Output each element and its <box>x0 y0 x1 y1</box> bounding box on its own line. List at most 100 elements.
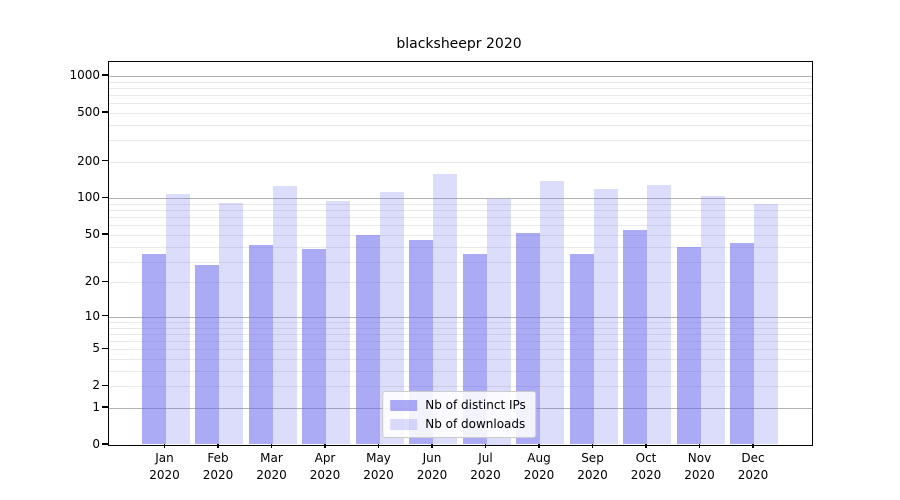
minor-gridline <box>108 87 812 89</box>
bar-ips-Mar <box>248 245 273 445</box>
y-tick-label: 100 <box>77 190 100 205</box>
x-tick-mark <box>591 443 594 449</box>
legend-label-distinct-ips: Nb of distinct IPs <box>425 398 526 412</box>
minor-gridline <box>108 386 812 388</box>
bar-downloads-Dec <box>754 204 778 445</box>
legend-label-downloads: Nb of downloads <box>425 417 526 431</box>
y-tick-label: 50 <box>84 226 100 241</box>
minor-gridline <box>108 246 812 248</box>
y-tick-mark <box>101 384 108 386</box>
y-tick-label: 200 <box>77 153 100 168</box>
y-tick-label: 1 <box>92 399 100 414</box>
bar-ips-Nov <box>676 246 701 445</box>
x-tick-mark <box>698 443 701 449</box>
x-tick-label: Mar 2020 <box>256 451 287 482</box>
x-tick-mark <box>270 443 273 449</box>
x-tick-label: Apr 2020 <box>309 451 341 482</box>
minor-gridline <box>108 112 812 114</box>
y-tick-label: 5 <box>92 341 100 356</box>
minor-gridline <box>108 234 812 236</box>
y-tick-mark <box>101 111 108 113</box>
y-tick-label: 1000 <box>69 67 100 82</box>
minor-gridline <box>108 349 812 351</box>
major-gridline <box>108 316 812 318</box>
x-tick-label: Feb 2020 <box>202 451 234 482</box>
bar-downloads-Apr <box>326 201 350 445</box>
x-tick-label: Nov 2020 <box>684 451 715 482</box>
x-tick-label: Jul 2020 <box>470 451 501 482</box>
bar-downloads-Sep <box>593 188 618 445</box>
major-gridline <box>108 75 812 77</box>
y-tick-mark <box>101 347 108 349</box>
bar-ips-Feb <box>195 265 219 445</box>
minor-gridline <box>108 282 812 284</box>
x-tick-label: Sep 2020 <box>577 451 608 482</box>
x-tick-mark <box>324 443 326 449</box>
minor-gridline <box>108 217 812 219</box>
bar-ips-Sep <box>569 253 594 445</box>
x-tick-label: Oct 2020 <box>630 451 662 482</box>
x-tick-mark <box>538 443 540 449</box>
minor-gridline <box>108 327 812 329</box>
bar-downloads-Jan <box>165 194 190 445</box>
bar-downloads-Mar <box>272 185 297 445</box>
y-tick-label: 2 <box>92 378 100 393</box>
y-tick-mark <box>101 233 108 235</box>
y-tick-mark <box>101 280 108 282</box>
y-tick-label: 500 <box>77 104 100 119</box>
x-tick-label: Aug 2020 <box>523 451 555 482</box>
minor-gridline <box>108 204 812 206</box>
x-tick-mark <box>752 443 754 449</box>
minor-gridline <box>108 333 812 335</box>
y-tick-mark <box>101 443 108 445</box>
y-tick-mark <box>101 315 108 317</box>
x-tick-mark <box>645 443 647 449</box>
x-tick-mark <box>163 443 166 449</box>
y-tick-mark <box>101 74 108 76</box>
x-tick-label: Dec 2020 <box>737 451 769 482</box>
bar-downloads-Feb <box>219 203 243 445</box>
legend: Nb of distinct IPs Nb of downloads <box>382 391 536 438</box>
bar-downloads-Oct <box>647 184 671 445</box>
minor-gridline <box>108 124 812 126</box>
minor-gridline <box>108 225 812 227</box>
y-tick-mark <box>101 406 108 408</box>
x-tick-mark <box>217 443 219 449</box>
plot-area <box>107 60 813 446</box>
x-tick-mark <box>484 443 487 449</box>
minor-gridline <box>108 210 812 212</box>
bar-ips-Apr <box>302 249 326 445</box>
y-tick-label: 10 <box>84 308 100 323</box>
minor-gridline <box>108 103 812 105</box>
minor-gridline <box>108 261 812 263</box>
minor-gridline <box>108 161 812 163</box>
bar-ips-May <box>355 234 380 445</box>
x-tick-mark <box>377 443 380 449</box>
minor-gridline <box>108 140 812 142</box>
major-gridline <box>108 198 812 200</box>
minor-gridline <box>108 322 812 323</box>
minor-gridline <box>108 359 812 361</box>
legend-item-distinct-ips: Nb of distinct IPs <box>390 398 526 412</box>
y-tick-label: 20 <box>84 274 100 289</box>
bar-ips-Dec <box>730 242 754 445</box>
bar-ips-Oct <box>623 229 647 445</box>
minor-gridline <box>108 94 812 96</box>
bar-downloads-Nov <box>700 195 725 445</box>
minor-gridline <box>108 341 812 343</box>
legend-item-downloads: Nb of downloads <box>390 417 526 431</box>
legend-swatch-downloads <box>390 418 418 430</box>
bar-ips-Jan <box>141 253 166 445</box>
minor-gridline <box>108 370 812 372</box>
x-tick-label: Jun 2020 <box>416 451 448 482</box>
bar-downloads-Aug <box>540 180 564 445</box>
chart-title: blacksheepr 2020 <box>396 36 522 52</box>
y-tick-mark <box>101 160 108 162</box>
y-tick-label: 0 <box>92 437 100 451</box>
x-tick-mark <box>431 443 433 449</box>
minor-gridline <box>108 81 812 83</box>
y-tick-mark <box>101 196 108 199</box>
x-tick-label: May 2020 <box>363 451 394 482</box>
legend-swatch-distinct-ips <box>390 399 418 411</box>
